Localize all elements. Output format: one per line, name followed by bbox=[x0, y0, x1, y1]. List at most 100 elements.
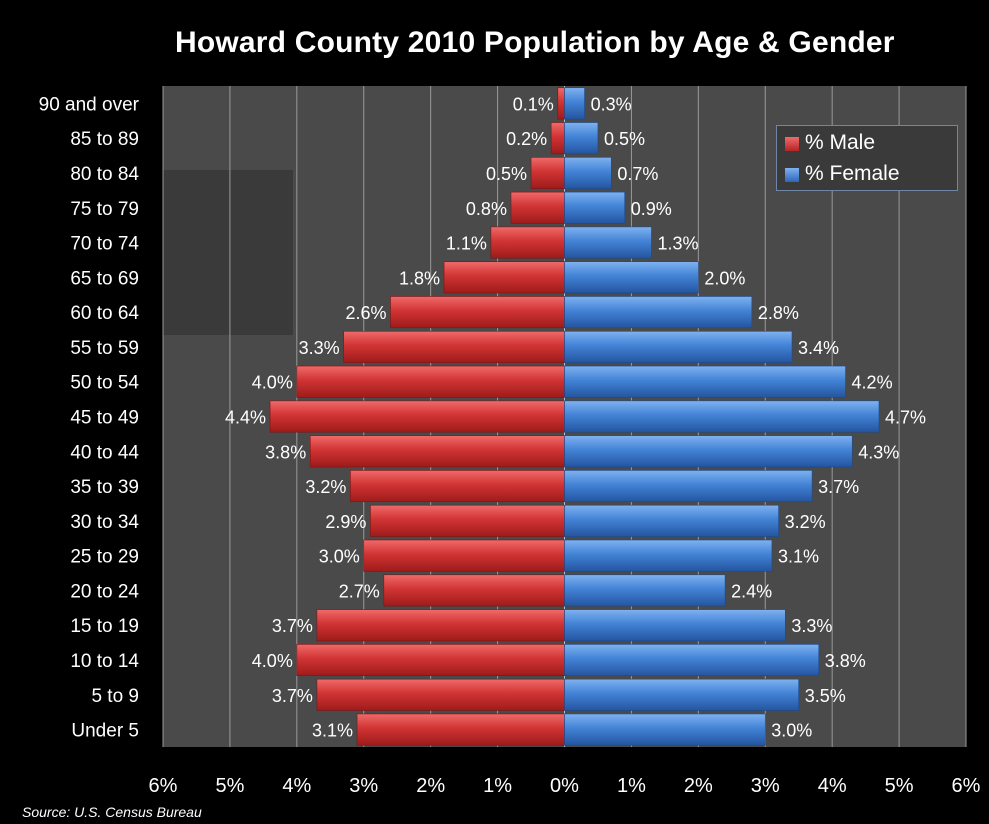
bar-female bbox=[565, 366, 846, 397]
data-label-female: 4.3% bbox=[858, 442, 899, 462]
bar-female bbox=[565, 470, 813, 501]
category-label: 50 to 54 bbox=[70, 373, 139, 394]
category-label: 5 to 9 bbox=[91, 686, 139, 707]
data-label-male: 4.4% bbox=[225, 408, 266, 428]
x-axis-ticks: 6% 5% 4% 3% 2% 1% 0% 1% 2% 3% 4% 5% 6% bbox=[149, 775, 981, 797]
data-label-female: 0.3% bbox=[591, 94, 632, 114]
x-tick-label: 0% bbox=[550, 775, 579, 797]
data-label-male: 0.8% bbox=[466, 199, 507, 219]
x-tick-label: 3% bbox=[751, 775, 780, 797]
data-label-female: 3.8% bbox=[825, 651, 866, 671]
bar-male bbox=[511, 192, 565, 223]
bar-female bbox=[565, 192, 625, 223]
bar-male bbox=[444, 262, 564, 293]
bar-female bbox=[565, 575, 726, 606]
x-tick-label: 3% bbox=[349, 775, 378, 797]
category-label: 70 to 74 bbox=[70, 234, 139, 255]
bar-male bbox=[558, 88, 565, 119]
x-tick-label: 6% bbox=[149, 775, 178, 797]
bar-male bbox=[357, 714, 564, 745]
x-tick-label: 1% bbox=[483, 775, 512, 797]
category-label: 90 and over bbox=[39, 94, 140, 115]
data-label-female: 4.7% bbox=[885, 408, 926, 428]
bar-male bbox=[364, 540, 565, 571]
bar-male bbox=[317, 610, 565, 641]
x-tick-label: 6% bbox=[952, 775, 981, 797]
bar-male bbox=[391, 296, 565, 327]
bar-female bbox=[565, 714, 766, 745]
category-label: 65 to 69 bbox=[70, 268, 139, 289]
data-label-male: 0.2% bbox=[506, 129, 547, 149]
data-label-male: 3.1% bbox=[312, 721, 353, 741]
legend-swatch-male bbox=[785, 137, 799, 151]
bar-male bbox=[344, 331, 565, 362]
data-label-female: 3.3% bbox=[791, 616, 832, 636]
legend-label-female: % Female bbox=[805, 162, 900, 186]
bar-female bbox=[565, 540, 772, 571]
data-label-male: 2.6% bbox=[345, 303, 386, 323]
category-labels: 90 and over 85 to 89 80 to 84 75 to 79 70 to… bbox=[39, 94, 140, 741]
bar-male bbox=[317, 679, 565, 710]
category-label: 40 to 44 bbox=[70, 442, 139, 463]
bar-female bbox=[565, 157, 612, 188]
category-label: 15 to 19 bbox=[70, 616, 139, 637]
data-label-female: 3.4% bbox=[798, 338, 839, 358]
data-label-male: 3.7% bbox=[272, 686, 313, 706]
bar-female bbox=[565, 262, 699, 293]
bar-female bbox=[565, 296, 752, 327]
legend-swatch-female bbox=[785, 168, 799, 182]
bar-female bbox=[565, 644, 819, 675]
source-note: Source: U.S. Census Bureau bbox=[22, 804, 202, 820]
data-label-male: 0.5% bbox=[486, 164, 527, 184]
data-label-female: 3.2% bbox=[785, 512, 826, 532]
bar-female bbox=[565, 123, 598, 154]
data-label-male: 1.8% bbox=[399, 268, 440, 288]
data-label-female: 4.2% bbox=[852, 373, 893, 393]
bar-male bbox=[551, 123, 564, 154]
data-label-female: 3.7% bbox=[818, 477, 859, 497]
x-tick-label: 2% bbox=[684, 775, 713, 797]
data-label-female: 3.1% bbox=[778, 547, 819, 567]
category-label: 80 to 84 bbox=[70, 164, 139, 185]
category-label: 10 to 14 bbox=[70, 651, 139, 672]
plot-area-shade bbox=[163, 170, 293, 335]
data-label-female: 2.4% bbox=[731, 581, 772, 601]
bar-male bbox=[491, 227, 565, 258]
bar-male bbox=[297, 366, 565, 397]
bar-male bbox=[370, 505, 564, 536]
data-label-female: 0.7% bbox=[617, 164, 658, 184]
bar-male bbox=[350, 470, 564, 501]
bar-male bbox=[310, 436, 564, 467]
data-label-female: 0.9% bbox=[631, 199, 672, 219]
category-label: 55 to 59 bbox=[70, 338, 139, 359]
x-tick-label: 4% bbox=[282, 775, 311, 797]
x-tick-label: 5% bbox=[885, 775, 914, 797]
bar-female bbox=[565, 401, 880, 432]
category-label: 20 to 24 bbox=[70, 581, 139, 602]
category-label: Under 5 bbox=[71, 721, 139, 742]
category-label: 45 to 49 bbox=[70, 408, 139, 429]
x-tick-label: 5% bbox=[215, 775, 244, 797]
bar-male bbox=[270, 401, 564, 432]
data-label-male: 3.2% bbox=[305, 477, 346, 497]
data-label-male: 2.7% bbox=[339, 581, 380, 601]
legend-label-male: % Male bbox=[805, 131, 875, 155]
x-tick-label: 2% bbox=[416, 775, 445, 797]
bar-female bbox=[565, 505, 779, 536]
data-label-male: 3.0% bbox=[319, 547, 360, 567]
bar-female bbox=[565, 679, 799, 710]
bar-female bbox=[565, 436, 853, 467]
data-label-female: 2.0% bbox=[704, 268, 745, 288]
data-label-male: 3.7% bbox=[272, 616, 313, 636]
bar-female bbox=[565, 227, 652, 258]
bar-female bbox=[565, 88, 585, 119]
bar-male bbox=[297, 644, 565, 675]
bar-female bbox=[565, 610, 786, 641]
category-label: 25 to 29 bbox=[70, 547, 139, 568]
data-label-female: 3.5% bbox=[805, 686, 846, 706]
data-label-male: 2.9% bbox=[325, 512, 366, 532]
data-label-female: 3.0% bbox=[771, 721, 812, 741]
data-label-male: 4.0% bbox=[252, 651, 293, 671]
